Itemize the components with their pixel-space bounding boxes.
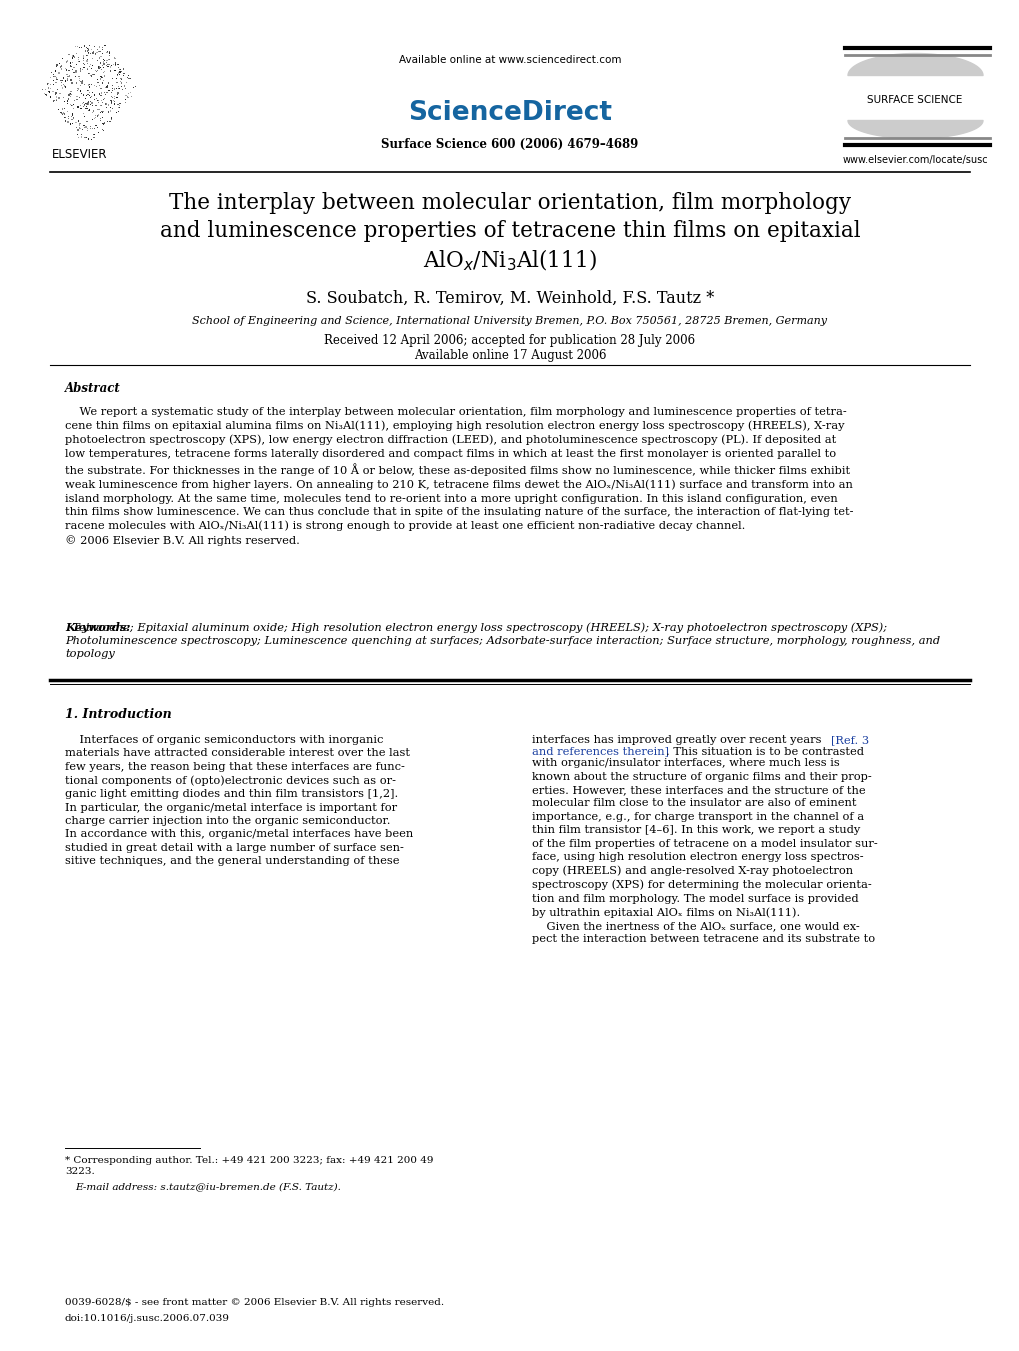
Text: ScienceDirect: ScienceDirect [408,100,611,126]
Text: 0039-6028/$ - see front matter © 2006 Elsevier B.V. All rights reserved.: 0039-6028/$ - see front matter © 2006 El… [65,1298,443,1306]
Text: www.elsevier.com/locate/susc: www.elsevier.com/locate/susc [842,155,986,165]
Text: and references therein]: and references therein] [532,747,668,757]
Text: * Corresponding author. Tel.: +49 421 200 3223; fax: +49 421 200 49
3223.: * Corresponding author. Tel.: +49 421 20… [65,1156,433,1177]
Text: Keywords:: Keywords: [65,621,130,634]
Text: Interfaces of organic semiconductors with inorganic
materials have attracted con: Interfaces of organic semiconductors wit… [65,735,413,866]
Text: ELSEVIER: ELSEVIER [52,149,108,161]
Text: doi:10.1016/j.susc.2006.07.039: doi:10.1016/j.susc.2006.07.039 [65,1315,229,1323]
Text: Received 12 April 2006; accepted for publication 28 July 2006: Received 12 April 2006; accepted for pub… [324,334,695,347]
Text: SURFACE SCIENCE: SURFACE SCIENCE [866,95,962,105]
Text: [Ref. 3: [Ref. 3 [830,735,868,744]
Text: AlO$_x$/Ni$_3$Al(111): AlO$_x$/Ni$_3$Al(111) [423,249,596,273]
Text: E-mail address: s.tautz@iu-bremen.de (F.S. Tautz).: E-mail address: s.tautz@iu-bremen.de (F.… [75,1182,340,1192]
Text: interfaces has improved greatly over recent years: interfaces has improved greatly over rec… [532,735,824,744]
Text: The interplay between molecular orientation, film morphology: The interplay between molecular orientat… [169,192,850,213]
Text: School of Engineering and Science, International University Bremen, P.O. Box 750: School of Engineering and Science, Inter… [193,316,826,326]
Text: S. Soubatch, R. Temirov, M. Weinhold, F.S. Tautz *: S. Soubatch, R. Temirov, M. Weinhold, F.… [306,290,713,307]
Text: Surface Science 600 (2006) 4679–4689: Surface Science 600 (2006) 4679–4689 [381,138,638,151]
Text: and luminescence properties of tetracene thin films on epitaxial: and luminescence properties of tetracene… [160,220,859,242]
Text: Tetracene; Epitaxial aluminum oxide; High resolution electron energy loss spectr: Tetracene; Epitaxial aluminum oxide; Hig… [65,621,940,659]
Text: We report a systematic study of the interplay between molecular orientation, fil: We report a systematic study of the inte… [65,407,853,546]
Text: 1. Introduction: 1. Introduction [65,708,171,721]
Text: Available online 17 August 2006: Available online 17 August 2006 [414,349,605,362]
Text: Abstract: Abstract [65,382,120,394]
Text: with organic/insulator interfaces, where much less is
known about the structure : with organic/insulator interfaces, where… [532,758,877,944]
Text: . This situation is to be contrasted: . This situation is to be contrasted [665,747,863,757]
Text: Available online at www.sciencedirect.com: Available online at www.sciencedirect.co… [398,55,621,65]
